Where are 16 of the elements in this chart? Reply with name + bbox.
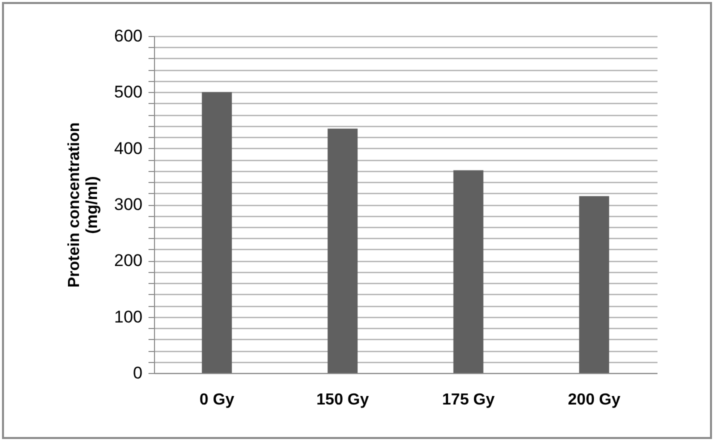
bar <box>453 170 484 373</box>
y-axis-title: Protein concentration (mg/ml) <box>66 122 102 288</box>
y-tick-label: 400 <box>114 138 142 158</box>
y-tick-label: 300 <box>114 195 142 214</box>
y-tick-label: 0 <box>133 364 142 382</box>
x-tick-label: 175 Gy <box>442 392 495 408</box>
x-tick-label: 0 Gy <box>200 392 234 408</box>
x-tick-label: 150 Gy <box>316 392 369 408</box>
x-tick-label: 200 Gy <box>568 392 620 408</box>
y-tick-label: 200 <box>114 251 142 270</box>
y-tick-label: 600 <box>114 26 142 46</box>
y-tick-label: 100 <box>114 307 142 326</box>
y-tick-label: 500 <box>114 82 142 102</box>
bar <box>328 128 358 373</box>
bar <box>202 92 232 373</box>
bar <box>579 196 610 373</box>
